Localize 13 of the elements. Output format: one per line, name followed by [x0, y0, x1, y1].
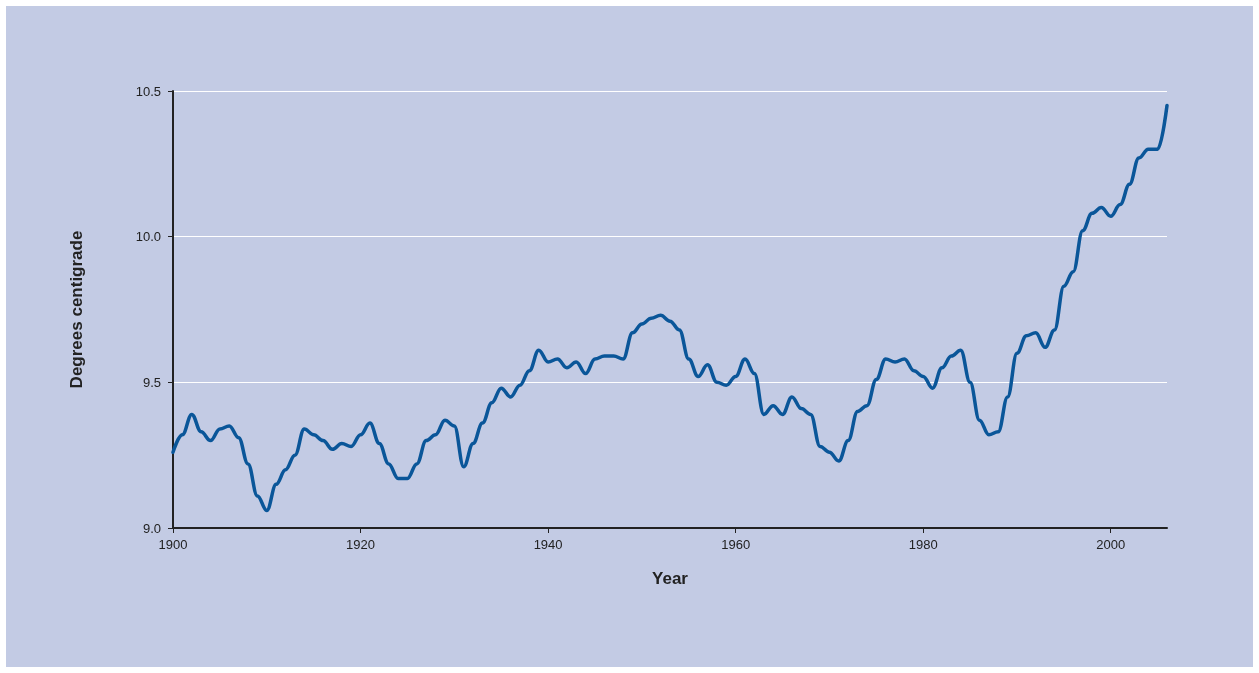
x-tick-label: 1900	[158, 537, 188, 552]
y-tick-label: 10.5	[135, 83, 161, 99]
x-axis-title: Year	[652, 569, 689, 588]
line-series	[171, 103, 1169, 513]
y-axis-title: Degrees centigrade	[67, 230, 86, 389]
x-tick-label: 1960	[721, 537, 751, 552]
x-tick-label: 1980	[908, 537, 938, 552]
y-tick-label: 9.5	[142, 374, 161, 390]
y-tick-label: 10.0	[135, 229, 161, 245]
x-tick-label: 2000	[1096, 537, 1126, 552]
x-tick-label: 1920	[346, 537, 376, 552]
x-tick-label: 1940	[533, 537, 563, 552]
y-tick-label: 9.0	[142, 520, 161, 536]
